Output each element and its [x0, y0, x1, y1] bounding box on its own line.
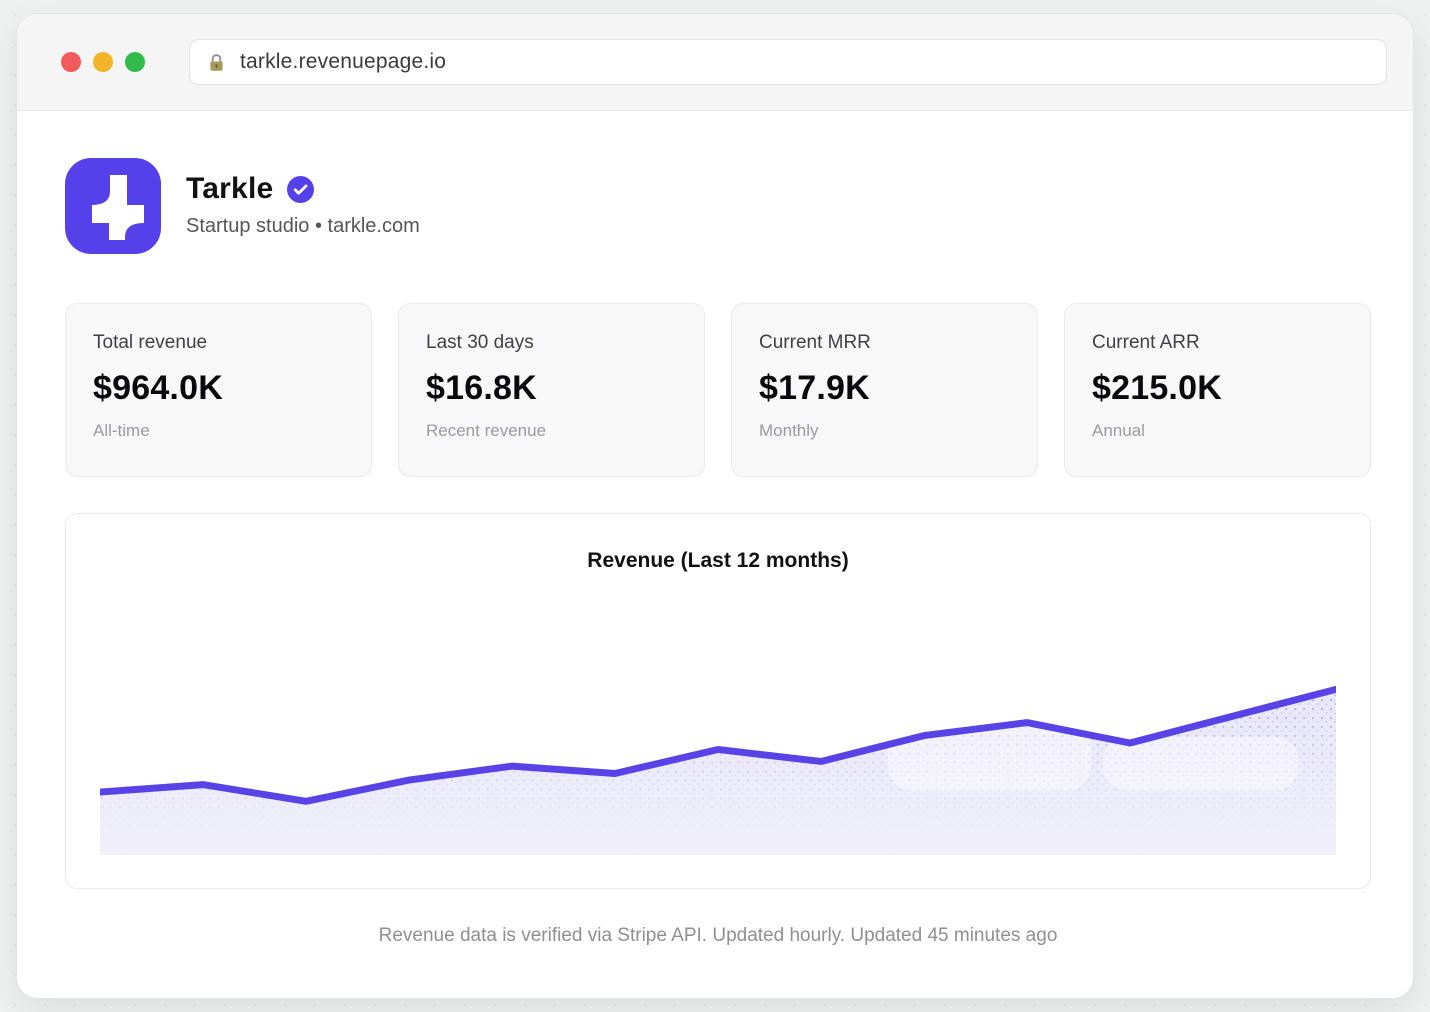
- profile-text: Tarkle Startup studio • tarkle.com: [186, 158, 420, 238]
- page-content: Tarkle Startup studio • tarkle.com Total…: [17, 111, 1413, 998]
- stats-row: Total revenue $964.0K All-time Last 30 d…: [65, 303, 1371, 477]
- brand-subtitle: Startup studio • tarkle.com: [186, 215, 420, 237]
- revenue-area-chart: [100, 685, 1336, 855]
- stat-sublabel: Recent revenue: [426, 421, 547, 440]
- address-bar[interactable]: tarkle.revenuepage.io: [189, 39, 1387, 85]
- zoom-window-button[interactable]: [125, 52, 145, 72]
- stat-card-total-revenue: Total revenue $964.0K All-time: [65, 303, 372, 477]
- chart-title: Revenue (Last 12 months): [587, 549, 849, 572]
- stat-label: Last 30 days: [426, 332, 534, 353]
- stat-sublabel: All-time: [93, 421, 150, 440]
- brand-logo-glyph-icon: [92, 175, 144, 240]
- url-text[interactable]: tarkle.revenuepage.io: [240, 50, 447, 73]
- chart-texture-patch: [887, 722, 1091, 791]
- profile-header: Tarkle Startup studio • tarkle.com: [65, 158, 1371, 254]
- stat-card-current-arr: Current ARR $215.0K Annual: [1064, 303, 1371, 477]
- chart-line: [100, 685, 1336, 805]
- browser-chrome: tarkle.revenuepage.io: [17, 14, 1413, 111]
- close-window-button[interactable]: [61, 52, 81, 72]
- revenue-chart-card: Revenue (Last 12 months): [65, 513, 1371, 889]
- stat-label: Current MRR: [759, 332, 871, 353]
- brand-logo: [65, 158, 161, 254]
- stat-sublabel: Annual: [1092, 421, 1145, 440]
- verified-badge-icon: [287, 175, 315, 203]
- verification-note: Revenue data is verified via Stripe API.…: [378, 925, 1058, 946]
- chart-dot-texture: [100, 689, 1336, 855]
- page-title: Tarkle: [186, 172, 274, 205]
- lock-icon: [210, 53, 223, 71]
- browser-window: tarkle.revenuepage.io Tarkle Startup stu: [16, 13, 1414, 999]
- stat-card-current-mrr: Current MRR $17.9K Monthly: [731, 303, 1038, 477]
- stat-label: Total revenue: [93, 332, 208, 353]
- stat-value: $215.0K: [1092, 369, 1222, 407]
- stat-value: $964.0K: [93, 369, 223, 407]
- stat-sublabel: Monthly: [759, 421, 819, 440]
- stat-label: Current ARR: [1092, 332, 1200, 353]
- minimize-window-button[interactable]: [93, 52, 113, 72]
- window-controls: [61, 52, 145, 72]
- stat-card-last-30-days: Last 30 days $16.8K Recent revenue: [398, 303, 705, 477]
- brand-name-row: Tarkle: [186, 172, 420, 206]
- stat-value: $17.9K: [759, 369, 870, 407]
- chart-texture-patch: [1102, 736, 1299, 791]
- stat-value: $16.8K: [426, 369, 537, 407]
